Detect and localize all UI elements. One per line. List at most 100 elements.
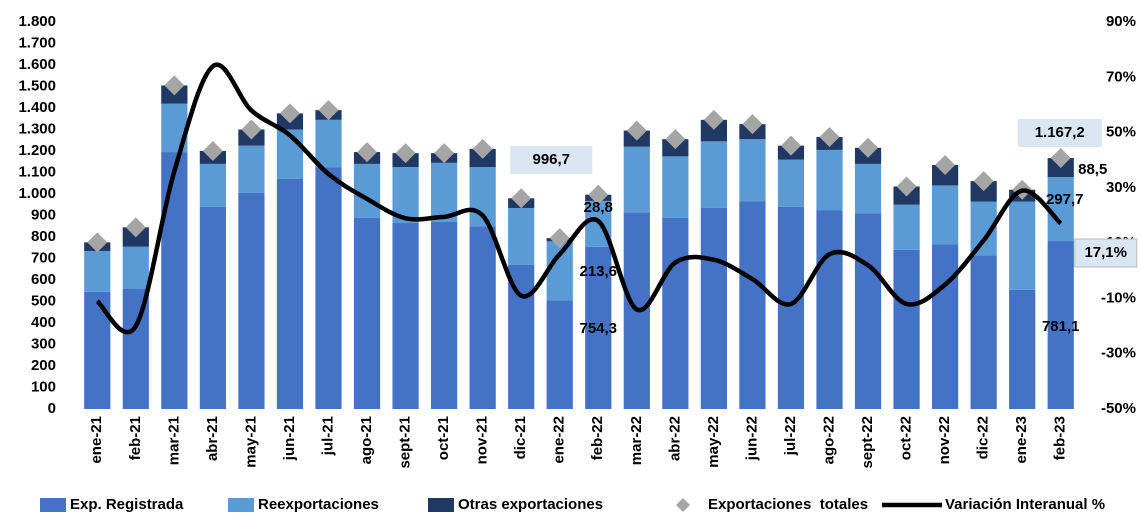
y2-tick-label: 90% xyxy=(1106,13,1136,30)
data-label: 781,1 xyxy=(1042,318,1080,335)
label-box xyxy=(510,146,593,174)
bar xyxy=(276,178,304,409)
total-marker xyxy=(1050,148,1071,169)
total-marker xyxy=(125,217,146,238)
data-label: 297,7 xyxy=(1046,191,1084,208)
bar xyxy=(739,139,766,202)
x-tick-label: nov-21 xyxy=(474,416,491,464)
total-marker xyxy=(395,143,416,164)
y-tick-label: 1.500 xyxy=(18,77,56,94)
bar xyxy=(893,204,920,250)
bar xyxy=(970,255,997,409)
x-tick-label: ago-22 xyxy=(820,416,837,464)
data-label: 996,7 xyxy=(532,151,570,168)
x-tick-label: mar-22 xyxy=(628,416,645,465)
data-label: 1.167,2 xyxy=(1035,124,1085,141)
x-tick-label: feb-23 xyxy=(1052,416,1069,460)
x-tick-label: ago-21 xyxy=(358,416,375,464)
y-tick-label: 1.100 xyxy=(18,163,56,180)
bar xyxy=(816,210,843,409)
bar xyxy=(932,164,959,186)
legend-label: Variación Interanual % xyxy=(945,496,1105,513)
bar xyxy=(199,206,226,409)
total-marker xyxy=(241,119,262,140)
bar xyxy=(392,223,419,409)
bar xyxy=(508,264,535,409)
x-tick-label: ene-21 xyxy=(88,416,105,464)
total-marker xyxy=(626,120,647,141)
bar xyxy=(970,181,997,202)
total-marker xyxy=(279,103,300,124)
y-tick-label: 900 xyxy=(31,206,56,223)
x-tick-label: oct-22 xyxy=(898,416,915,460)
y-tick-label: 100 xyxy=(31,378,56,395)
bar xyxy=(700,119,727,142)
legend-label: Reexportaciones xyxy=(258,496,379,513)
bar xyxy=(932,185,959,245)
y-tick-label: 1.200 xyxy=(18,142,56,159)
total-marker xyxy=(87,232,108,253)
total-marker xyxy=(202,141,223,161)
data-label: 17,1% xyxy=(1084,244,1127,261)
bar xyxy=(700,141,727,208)
y-tick-label: 1.600 xyxy=(18,56,56,73)
x-tick-label: mar-21 xyxy=(165,416,182,465)
y-tick-label: 500 xyxy=(31,292,56,309)
y-tick-label: 1.700 xyxy=(18,34,56,51)
x-tick-label: jul-22 xyxy=(782,416,799,456)
y-tick-label: 400 xyxy=(31,314,56,331)
x-tick-label: jun-22 xyxy=(743,416,760,461)
x-tick-label: ene-22 xyxy=(551,416,568,464)
x-tick-label: jul-21 xyxy=(319,416,336,456)
y2-tick-label: -50% xyxy=(1101,400,1136,417)
bar xyxy=(238,192,265,409)
bar xyxy=(1009,201,1036,290)
x-tick-label: dic-21 xyxy=(512,416,529,459)
data-label: 754,3 xyxy=(579,320,617,337)
bar xyxy=(84,250,111,292)
label-box xyxy=(1074,238,1138,268)
bar xyxy=(854,213,882,409)
y-tick-label: 1.400 xyxy=(18,99,56,116)
x-tick-label: ene-23 xyxy=(1013,416,1030,464)
total-marker xyxy=(588,184,609,205)
legend-label: Exportaciones totales xyxy=(708,496,868,513)
y-tick-label: 0 xyxy=(48,400,56,417)
total-marker xyxy=(511,188,532,209)
legend-swatch xyxy=(428,498,454,512)
total-marker xyxy=(357,142,378,163)
y-tick-label: 1.300 xyxy=(18,120,56,137)
bar xyxy=(469,226,496,409)
bar xyxy=(1009,289,1036,409)
y2-tick-label: 50% xyxy=(1106,124,1136,141)
bar xyxy=(508,207,535,265)
bar xyxy=(1047,177,1074,242)
y2-tick-label: -30% xyxy=(1101,345,1136,362)
total-marker xyxy=(935,154,956,175)
total-marker xyxy=(973,171,994,192)
bar xyxy=(315,119,342,168)
x-tick-label: may-21 xyxy=(242,416,259,468)
total-marker xyxy=(472,138,493,159)
legend-label: Otras exportaciones xyxy=(458,496,603,513)
bar xyxy=(662,156,689,218)
y-tick-label: 300 xyxy=(31,335,56,352)
bar xyxy=(353,217,381,409)
bar xyxy=(932,244,959,409)
total-marker xyxy=(164,75,185,96)
bar xyxy=(431,162,458,222)
legend-swatch xyxy=(40,498,66,512)
bar xyxy=(777,206,805,409)
bar xyxy=(854,163,882,214)
data-label: 88,5 xyxy=(1078,161,1107,178)
bar xyxy=(585,246,612,409)
bar xyxy=(546,300,573,409)
x-tick-label: jun-21 xyxy=(281,416,298,461)
bar xyxy=(662,217,689,409)
legend-swatch xyxy=(676,498,690,512)
total-marker xyxy=(858,137,879,158)
y2-tick-label: -10% xyxy=(1101,289,1136,306)
y-tick-label: 800 xyxy=(31,228,56,245)
y-tick-label: 1.000 xyxy=(18,185,56,202)
